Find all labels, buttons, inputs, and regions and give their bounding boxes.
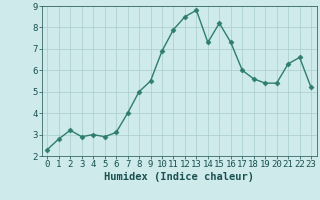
- X-axis label: Humidex (Indice chaleur): Humidex (Indice chaleur): [104, 172, 254, 182]
